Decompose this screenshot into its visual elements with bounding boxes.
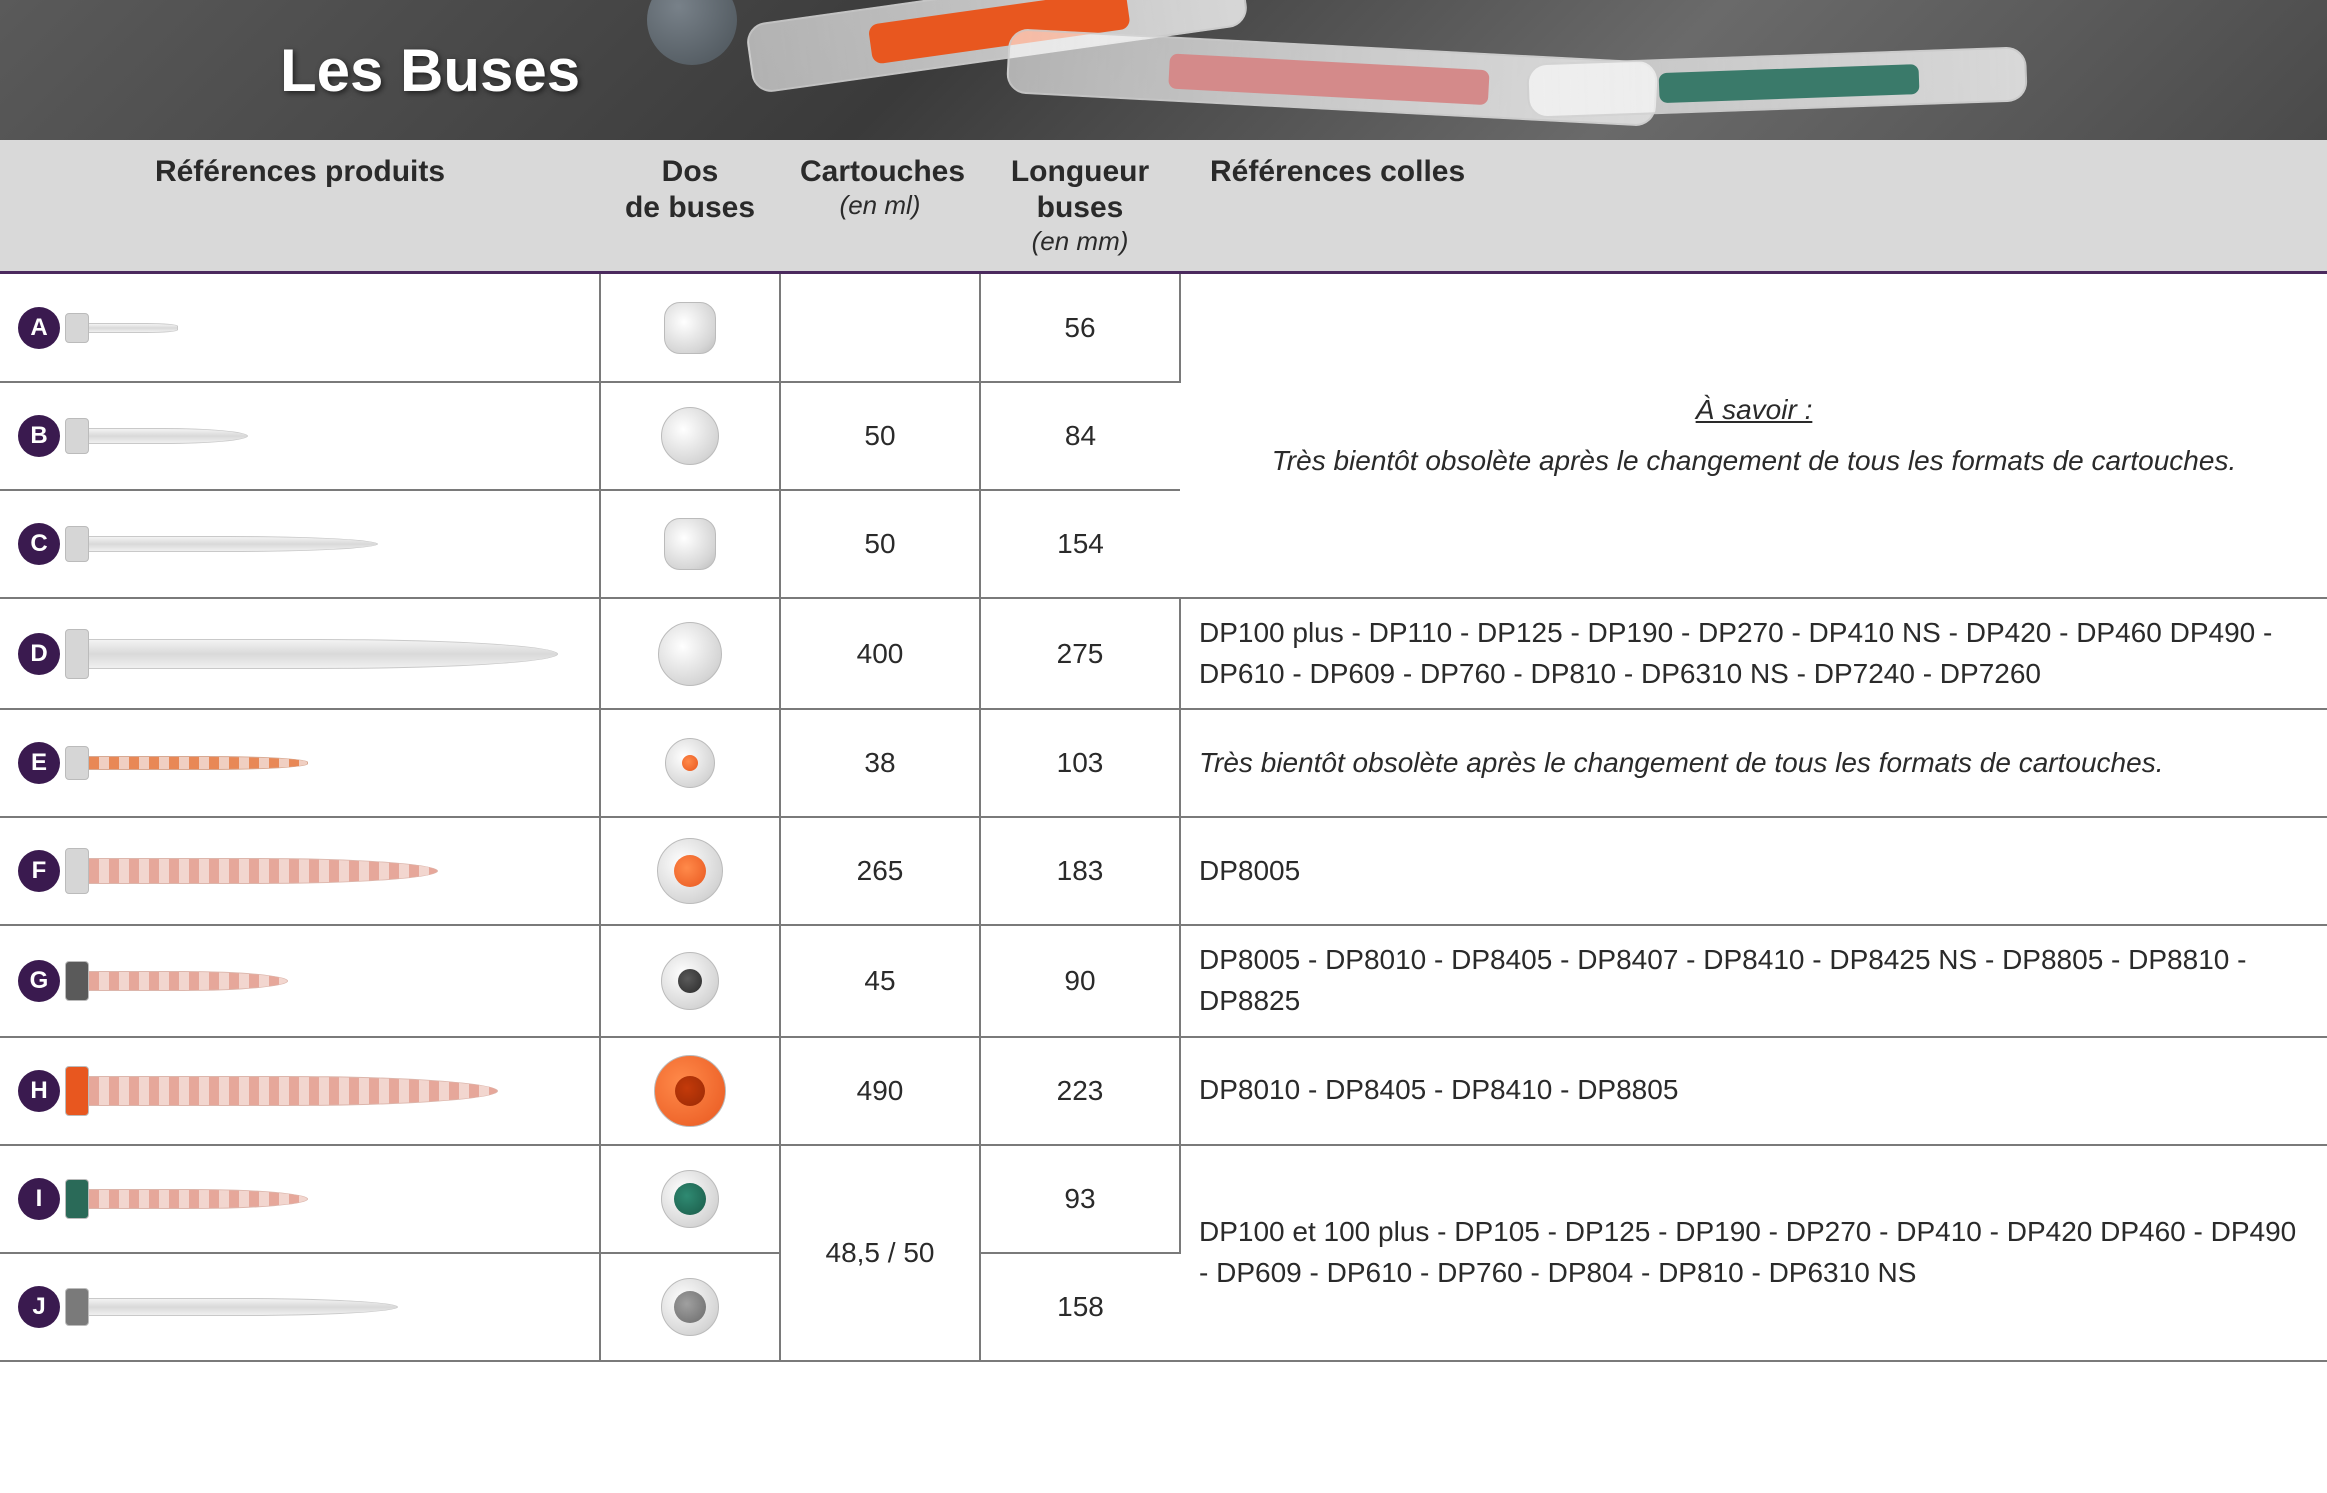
dos-icon <box>658 622 722 686</box>
nozzle-icon <box>78 756 308 770</box>
table-row: E 38 103 Très bientôt obsolète après le … <box>0 709 2327 817</box>
cell-ref-colles: DP8005 <box>1180 817 2327 925</box>
cell-cart <box>780 274 980 382</box>
cell-long: 154 <box>980 490 1180 598</box>
row-badge-i: I <box>18 1178 60 1220</box>
col-ref-produits: Références produits <box>0 140 600 271</box>
dos-icon <box>664 518 716 570</box>
cell-long: 223 <box>980 1037 1180 1145</box>
row-badge-h: H <box>18 1070 60 1112</box>
dos-icon <box>661 1278 719 1336</box>
row-badge-e: E <box>18 742 60 784</box>
table-row: I 48,5 / 50 93 DP100 et 100 plus - DP105… <box>0 1145 2327 1253</box>
table-row: F 265 183 DP8005 <box>0 817 2327 925</box>
cell-cart: 48,5 / 50 <box>780 1145 980 1361</box>
hero-photo <box>627 0 2327 140</box>
cell-long: 103 <box>980 709 1180 817</box>
cell-cart: 265 <box>780 817 980 925</box>
dos-icon <box>665 738 715 788</box>
row-badge-f: F <box>18 850 60 892</box>
nozzle-icon <box>78 1189 308 1209</box>
nozzle-icon <box>78 971 288 991</box>
cell-long: 183 <box>980 817 1180 925</box>
col-dos: Dos de buses <box>600 140 780 271</box>
row-badge-d: D <box>18 633 60 675</box>
cell-cart: 400 <box>780 598 980 709</box>
table-row: D 400 275 DP100 plus - DP110 - DP125 - D… <box>0 598 2327 709</box>
nozzle-icon <box>78 428 248 444</box>
cell-cart: 50 <box>780 490 980 598</box>
row-badge-a: A <box>18 307 60 349</box>
cell-cart: 45 <box>780 925 980 1036</box>
dos-icon <box>661 407 719 465</box>
nozzle-icon <box>78 639 558 669</box>
cell-long: 90 <box>980 925 1180 1036</box>
nozzle-icon <box>78 1076 498 1106</box>
col-longueur: Longueur buses (en mm) <box>980 140 1180 271</box>
cell-ref-colles: Très bientôt obsolète après le changemen… <box>1180 709 2327 817</box>
dos-icon <box>657 838 723 904</box>
cell-long: 56 <box>980 274 1180 382</box>
row-badge-b: B <box>18 415 60 457</box>
row-badge-c: C <box>18 523 60 565</box>
cell-ref-colles: DP100 et 100 plus - DP105 - DP125 - DP19… <box>1180 1145 2327 1361</box>
cell-long: 275 <box>980 598 1180 709</box>
cell-cart: 50 <box>780 382 980 490</box>
dos-icon <box>661 1170 719 1228</box>
cell-cart: 490 <box>780 1037 980 1145</box>
dos-icon <box>664 302 716 354</box>
table-header: Références produits Dos de buses Cartouc… <box>0 140 2327 274</box>
buses-table: A 56 À savoir : Très bientôt obsolète ap… <box>0 274 2327 1361</box>
nozzle-icon <box>78 536 378 552</box>
cell-cart: 38 <box>780 709 980 817</box>
hero-banner: Les Buses <box>0 0 2327 140</box>
cell-ref-colles: DP8005 - DP8010 - DP8405 - DP8407 - DP84… <box>1180 925 2327 1036</box>
cell-ref-colles: DP100 plus - DP110 - DP125 - DP190 - DP2… <box>1180 598 2327 709</box>
col-ref-colles: Références colles <box>1180 140 2327 271</box>
row-badge-g: G <box>18 960 60 1002</box>
table-row: H 490 223 DP8010 - DP8405 - DP8410 - DP8… <box>0 1037 2327 1145</box>
nozzle-icon <box>78 858 438 884</box>
nozzle-icon <box>78 1298 398 1316</box>
nozzle-icon <box>78 323 178 333</box>
table-row: G 45 90 DP8005 - DP8010 - DP8405 - DP840… <box>0 925 2327 1036</box>
page-title: Les Buses <box>280 36 580 105</box>
cell-long: 93 <box>980 1145 1180 1253</box>
dos-icon <box>654 1055 726 1127</box>
cell-ref-colles: À savoir : Très bientôt obsolète après l… <box>1180 274 2327 598</box>
col-cartouches: Cartouches (en ml) <box>780 140 980 271</box>
table-row: A 56 À savoir : Très bientôt obsolète ap… <box>0 274 2327 382</box>
cell-long: 84 <box>980 382 1180 490</box>
row-badge-j: J <box>18 1286 60 1328</box>
dos-icon <box>661 952 719 1010</box>
cell-ref-colles: DP8010 - DP8405 - DP8410 - DP8805 <box>1180 1037 2327 1145</box>
cell-long: 158 <box>980 1253 1180 1361</box>
